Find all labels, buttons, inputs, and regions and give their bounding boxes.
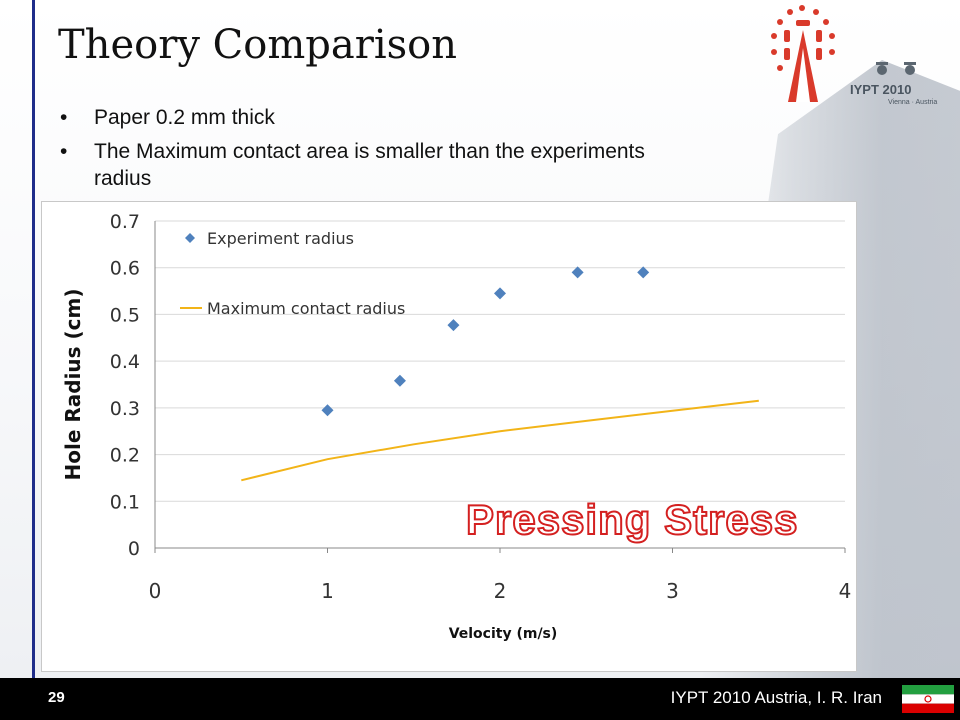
legend-label-maximum-contact-radius: Maximum contact radius	[207, 299, 405, 318]
y-tick-label: 0.3	[110, 398, 140, 420]
slide-title: Theory Comparison	[58, 22, 457, 68]
y-axis-title: Hole Radius (cm)	[61, 288, 85, 480]
logo-subtext: Vienna · Austria	[888, 99, 938, 106]
legend-label-experiment-radius: Experiment radius	[207, 229, 354, 248]
x-tick-label: 1	[321, 579, 334, 603]
y-tick-label: 0.1	[110, 491, 140, 513]
x-tick-label: 3	[666, 579, 679, 603]
bullet-item: • Paper 0.2 mm thick	[60, 104, 700, 131]
y-tick-label: 0.4	[110, 351, 140, 373]
bullet-item: • The Maximum contact area is smaller th…	[60, 138, 700, 192]
x-axis-title: Velocity (m/s)	[449, 626, 558, 642]
x-tick-label: 4	[839, 579, 852, 603]
bullet-text: The Maximum contact area is smaller than…	[94, 140, 645, 190]
pressing-stress-stamp: Pressing Stress	[465, 495, 799, 544]
data-point-experiment-radius	[393, 374, 406, 387]
data-point-experiment-radius	[494, 287, 506, 300]
bullet-dot: •	[60, 140, 68, 163]
footer-text: IYPT 2010 Austria, I. R. Iran	[670, 688, 882, 707]
footer-bar: 29 IYPT 2010 Austria, I. R. Iran	[0, 678, 960, 720]
series-line-maximum-contact-radius	[241, 399, 759, 482]
x-tick-label: 2	[494, 579, 507, 603]
x-tick-label: 0	[149, 579, 162, 603]
bullet-list: • Paper 0.2 mm thick • The Maximum conta…	[60, 104, 700, 199]
y-tick-label: 0.5	[110, 304, 140, 326]
y-tick-label: 0.7	[110, 211, 140, 233]
data-point-experiment-radius	[571, 266, 584, 279]
chart: 0 0.1 0.2 0.3 0.4 0.5 0.6 0.7 0 1 2 3 4 Velocity (m/s…	[61, 211, 852, 642]
legend-marker-experiment-radius	[185, 233, 195, 243]
data-point-experiment-radius	[447, 319, 460, 332]
y-tick-label: 0.2	[110, 445, 140, 467]
chart-frame: 0 0.1 0.2 0.3 0.4 0.5 0.6 0.7 0 1 2 3 4 Velocity (m/s…	[41, 201, 857, 672]
logo-text: IYPT 2010	[850, 82, 912, 97]
bullet-text: Paper 0.2 mm thick	[94, 106, 275, 129]
page-number: 29	[48, 689, 65, 706]
iran-flag-icon	[902, 685, 954, 713]
y-tick-label: 0.6	[110, 258, 140, 280]
y-tick-label: 0	[128, 538, 140, 560]
data-point-experiment-radius	[321, 404, 334, 417]
data-point-experiment-radius	[637, 266, 650, 279]
iypt-2010-logo-icon	[771, 5, 916, 102]
bullet-dot: •	[60, 106, 68, 129]
left-accent-rule	[32, 0, 35, 678]
